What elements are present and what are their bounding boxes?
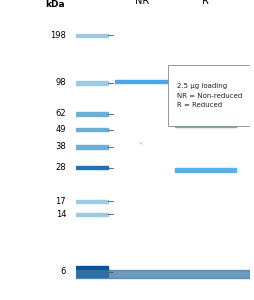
Bar bbox=[76, 200, 107, 203]
Bar bbox=[76, 166, 107, 169]
Text: 38: 38 bbox=[55, 142, 66, 152]
Text: 17: 17 bbox=[55, 197, 66, 206]
Bar bbox=[76, 81, 107, 85]
Bar bbox=[114, 80, 169, 83]
Text: 49: 49 bbox=[55, 125, 66, 134]
Bar bbox=[76, 213, 107, 216]
Text: 14: 14 bbox=[55, 210, 66, 219]
Bar bbox=[175, 168, 235, 172]
FancyBboxPatch shape bbox=[168, 65, 249, 126]
Text: 6: 6 bbox=[60, 267, 66, 276]
Bar bbox=[76, 145, 107, 148]
Text: ‹: ‹ bbox=[139, 141, 141, 146]
Text: 2.5 μg loading
NR = Non-reduced
R = Reduced: 2.5 μg loading NR = Non-reduced R = Redu… bbox=[176, 83, 241, 108]
Bar bbox=[76, 112, 107, 116]
Text: NR: NR bbox=[135, 0, 149, 6]
Bar bbox=[76, 34, 107, 37]
Bar bbox=[175, 124, 235, 128]
Bar bbox=[76, 266, 107, 277]
Text: R: R bbox=[201, 0, 208, 6]
Text: 62: 62 bbox=[55, 109, 66, 118]
Text: 198: 198 bbox=[50, 31, 66, 40]
Bar bbox=[76, 128, 107, 131]
Text: 98: 98 bbox=[55, 78, 66, 87]
Bar bbox=[76, 270, 249, 278]
Text: kDa: kDa bbox=[45, 0, 65, 9]
Text: 28: 28 bbox=[55, 163, 66, 172]
